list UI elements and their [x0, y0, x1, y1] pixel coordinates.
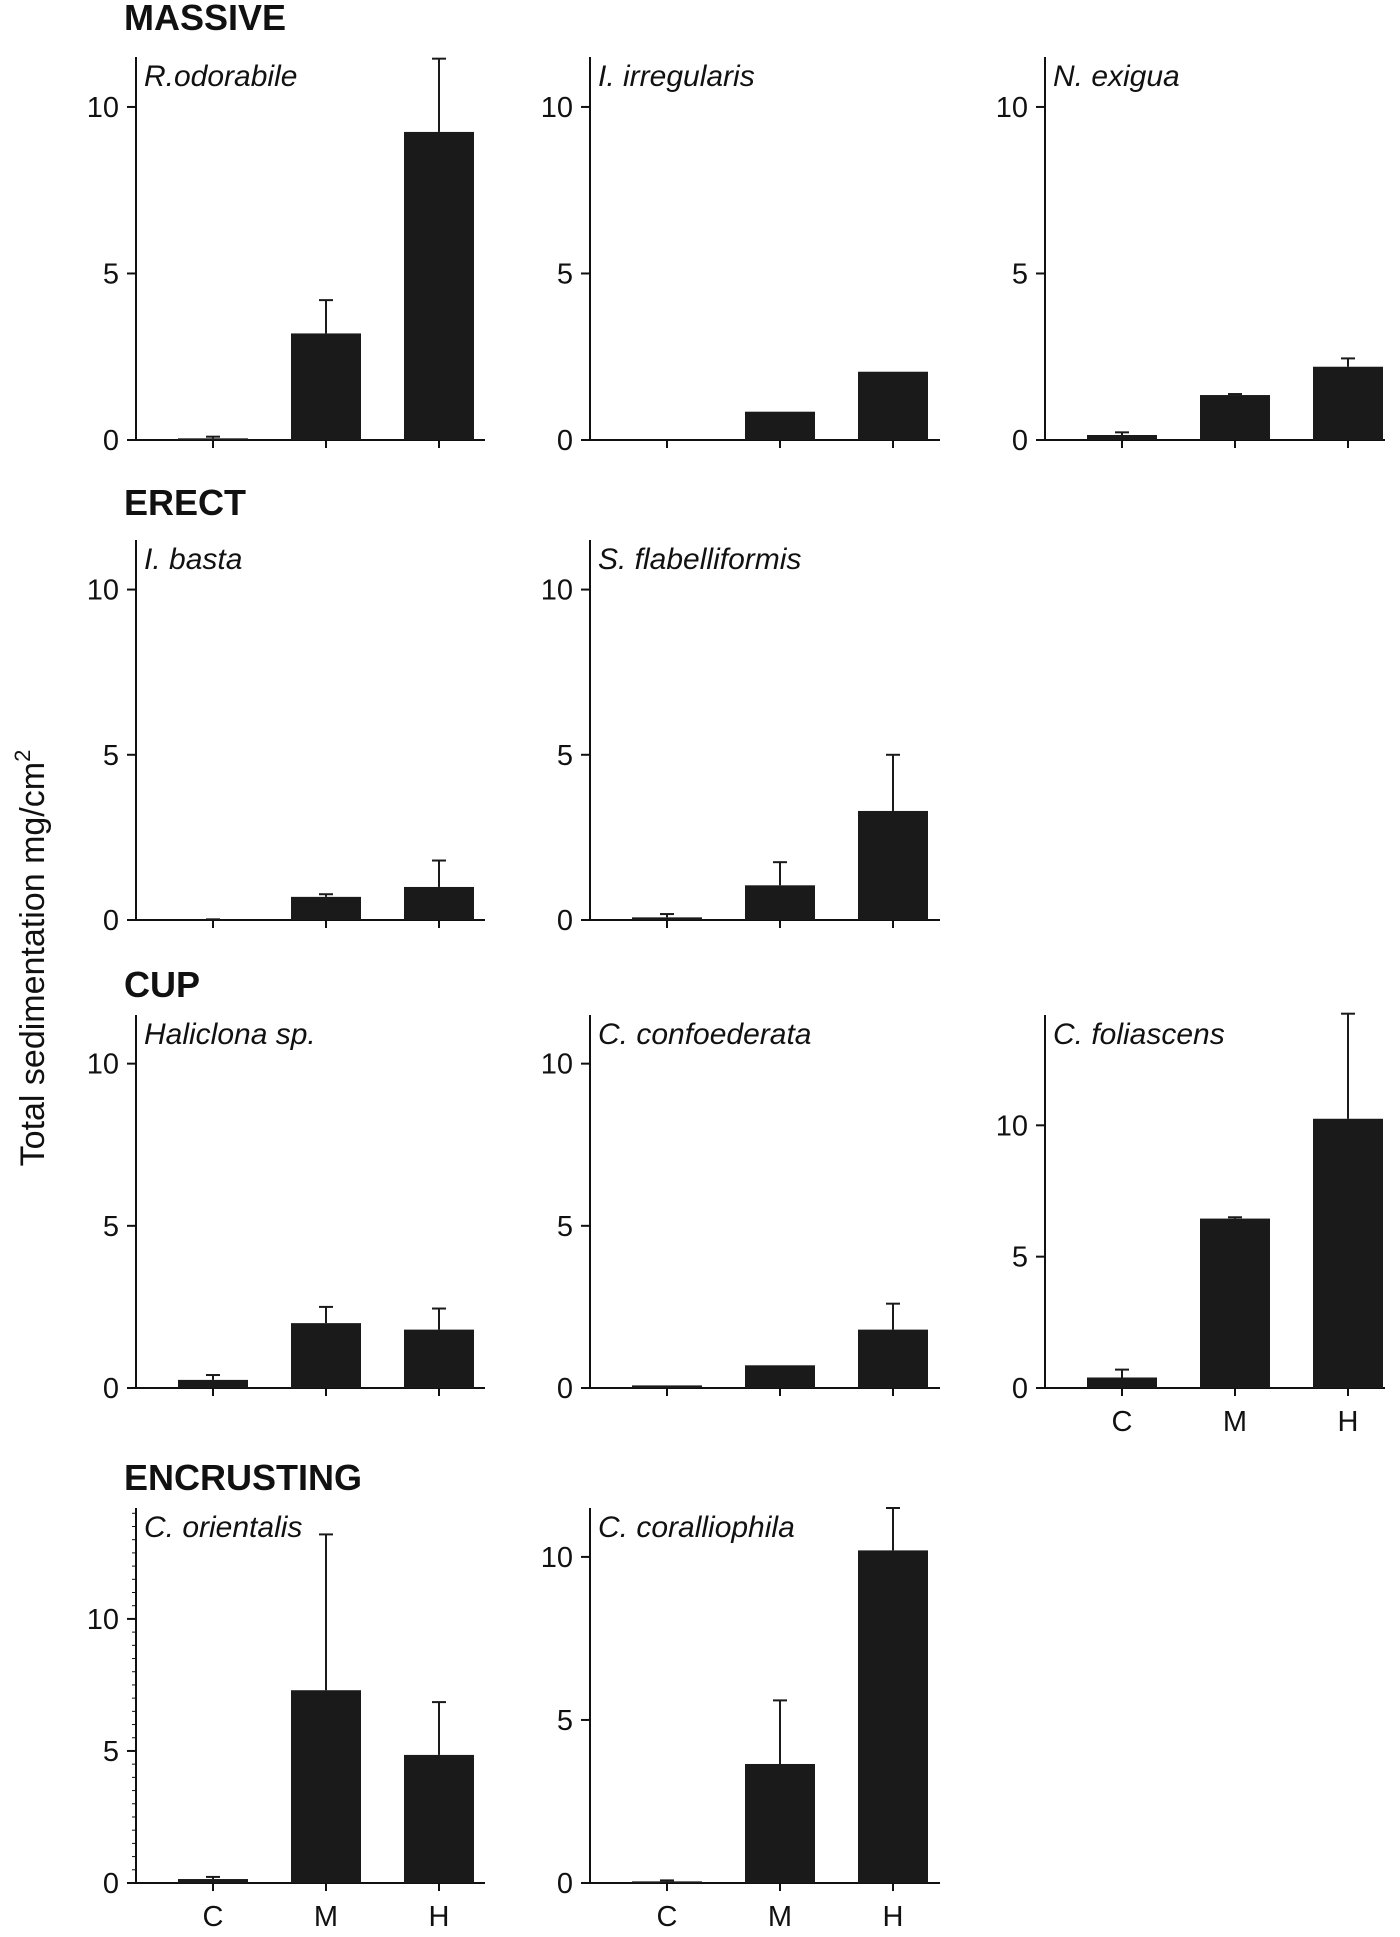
panel-title: N. exigua: [1053, 60, 1180, 93]
y-axis-label-superscript: 2: [10, 750, 35, 762]
y-tick-label: 5: [1012, 258, 1028, 290]
bar-h: [858, 1550, 928, 1883]
panel-title: S. flabelliformis: [598, 543, 801, 576]
y-tick-label: 10: [87, 1049, 119, 1081]
y-tick-label: 10: [87, 575, 119, 607]
panel-c-coralliophila: C. coralliophila 0 5 10 C M H: [541, 1507, 940, 1933]
bar-h: [404, 1329, 474, 1388]
bar-h: [404, 131, 474, 440]
y-tick-label: 0: [557, 1868, 573, 1900]
panel-n-exigua: N. exigua 0 5 10: [996, 57, 1385, 457]
bar-h: [1313, 1118, 1383, 1388]
y-tick-label: 5: [103, 258, 119, 290]
panel-title: C. foliascens: [1053, 1018, 1225, 1051]
panel-title: I. irregularis: [598, 60, 755, 93]
y-tick-label: 5: [557, 1211, 573, 1243]
panel-c-foliascens: C. foliascens 0 5 10 C M H: [996, 1012, 1385, 1438]
bar-m: [745, 411, 815, 440]
group-title-cup: CUP: [124, 964, 200, 1005]
bar-c: [632, 917, 702, 920]
bar-m: [745, 1365, 815, 1388]
bar-c: [632, 1385, 702, 1388]
bar-m: [1200, 395, 1270, 440]
group-title-massive: MASSIVE: [124, 0, 286, 38]
y-tick-label: 0: [103, 1373, 119, 1405]
bar-c: [178, 1879, 248, 1883]
y-tick-label: 5: [557, 258, 573, 290]
y-tick-label: 0: [103, 1868, 119, 1900]
x-category-label: C: [1112, 1406, 1133, 1438]
y-tick-label: 0: [557, 1373, 573, 1405]
x-category-label: M: [768, 1901, 792, 1933]
y-axis-label-text: Total sedimentation mg/cm: [14, 762, 52, 1166]
y-tick-label: 10: [87, 1604, 119, 1636]
bar-c: [1087, 435, 1157, 440]
x-category-label: M: [314, 1901, 338, 1933]
bar-h: [858, 1329, 928, 1388]
panel-title: Haliclona sp.: [144, 1018, 316, 1051]
bar-c: [178, 438, 248, 440]
y-tick-label: 10: [541, 92, 573, 124]
bar-m: [745, 885, 815, 920]
y-tick-label: 0: [103, 905, 119, 937]
x-category-label: C: [203, 1901, 224, 1933]
bar-c: [1087, 1377, 1157, 1388]
y-tick-label: 10: [541, 575, 573, 607]
bar-m: [291, 1323, 361, 1388]
group-title-encrusting: ENCRUSTING: [124, 1457, 362, 1498]
y-tick-label: 0: [1012, 425, 1028, 457]
y-tick-label: 10: [87, 92, 119, 124]
bar-h: [404, 1754, 474, 1883]
x-category-label: H: [883, 1901, 904, 1933]
y-tick-label: 5: [557, 1705, 573, 1737]
y-tick-label: 10: [996, 1110, 1028, 1142]
y-tick-label: 0: [557, 905, 573, 937]
panel-haliclona-sp: Haliclona sp. 0 5 10: [87, 1015, 485, 1405]
y-tick-label: 5: [103, 1736, 119, 1768]
y-tick-label: 0: [1012, 1373, 1028, 1405]
bar-m: [745, 1763, 815, 1883]
panel-title: C. coralliophila: [598, 1511, 795, 1544]
x-category-label: M: [1223, 1406, 1247, 1438]
bar-c: [632, 1881, 702, 1883]
panel-i-basta: I. basta 0 5 10: [87, 540, 485, 937]
y-axis-label: Total sedimentation mg/cm2: [10, 750, 52, 1167]
x-category-label: H: [1338, 1406, 1359, 1438]
panel-c-confoederata: C. confoederata 0 5 10: [541, 1015, 940, 1405]
panel-c-orientalis: C. orientalis 0 5 10 C M H: [87, 1508, 485, 1933]
y-tick-label: 5: [103, 740, 119, 772]
y-tick-label: 10: [996, 92, 1028, 124]
y-tick-label: 0: [557, 425, 573, 457]
bar-h: [1313, 366, 1383, 440]
bar-m: [1200, 1218, 1270, 1388]
x-category-label: C: [657, 1901, 678, 1933]
bar-h: [858, 810, 928, 920]
bar-m: [291, 333, 361, 440]
y-tick-label: 5: [1012, 1242, 1028, 1274]
y-tick-label: 0: [103, 425, 119, 457]
panel-title: R.odorabile: [144, 60, 297, 93]
x-category-label: H: [429, 1901, 450, 1933]
bar-h: [404, 886, 474, 920]
panel-title: C. orientalis: [144, 1511, 302, 1544]
bar-h: [858, 371, 928, 440]
bar-c: [178, 1379, 248, 1388]
y-tick-label: 10: [541, 1049, 573, 1081]
bar-m: [291, 1690, 361, 1883]
panel-s-flabelliformis: S. flabelliformis 0 5 10: [541, 540, 940, 937]
group-title-erect: ERECT: [124, 482, 246, 523]
panel-r-odorabile: R.odorabile 0 5 10: [87, 57, 485, 457]
y-tick-label: 5: [557, 740, 573, 772]
panel-title: I. basta: [144, 543, 242, 576]
bar-m: [291, 896, 361, 920]
panel-title: C. confoederata: [598, 1018, 811, 1051]
panel-i-irregularis: I. irregularis 0 5 10: [541, 57, 940, 457]
y-tick-label: 10: [541, 1542, 573, 1574]
y-tick-label: 5: [103, 1211, 119, 1243]
